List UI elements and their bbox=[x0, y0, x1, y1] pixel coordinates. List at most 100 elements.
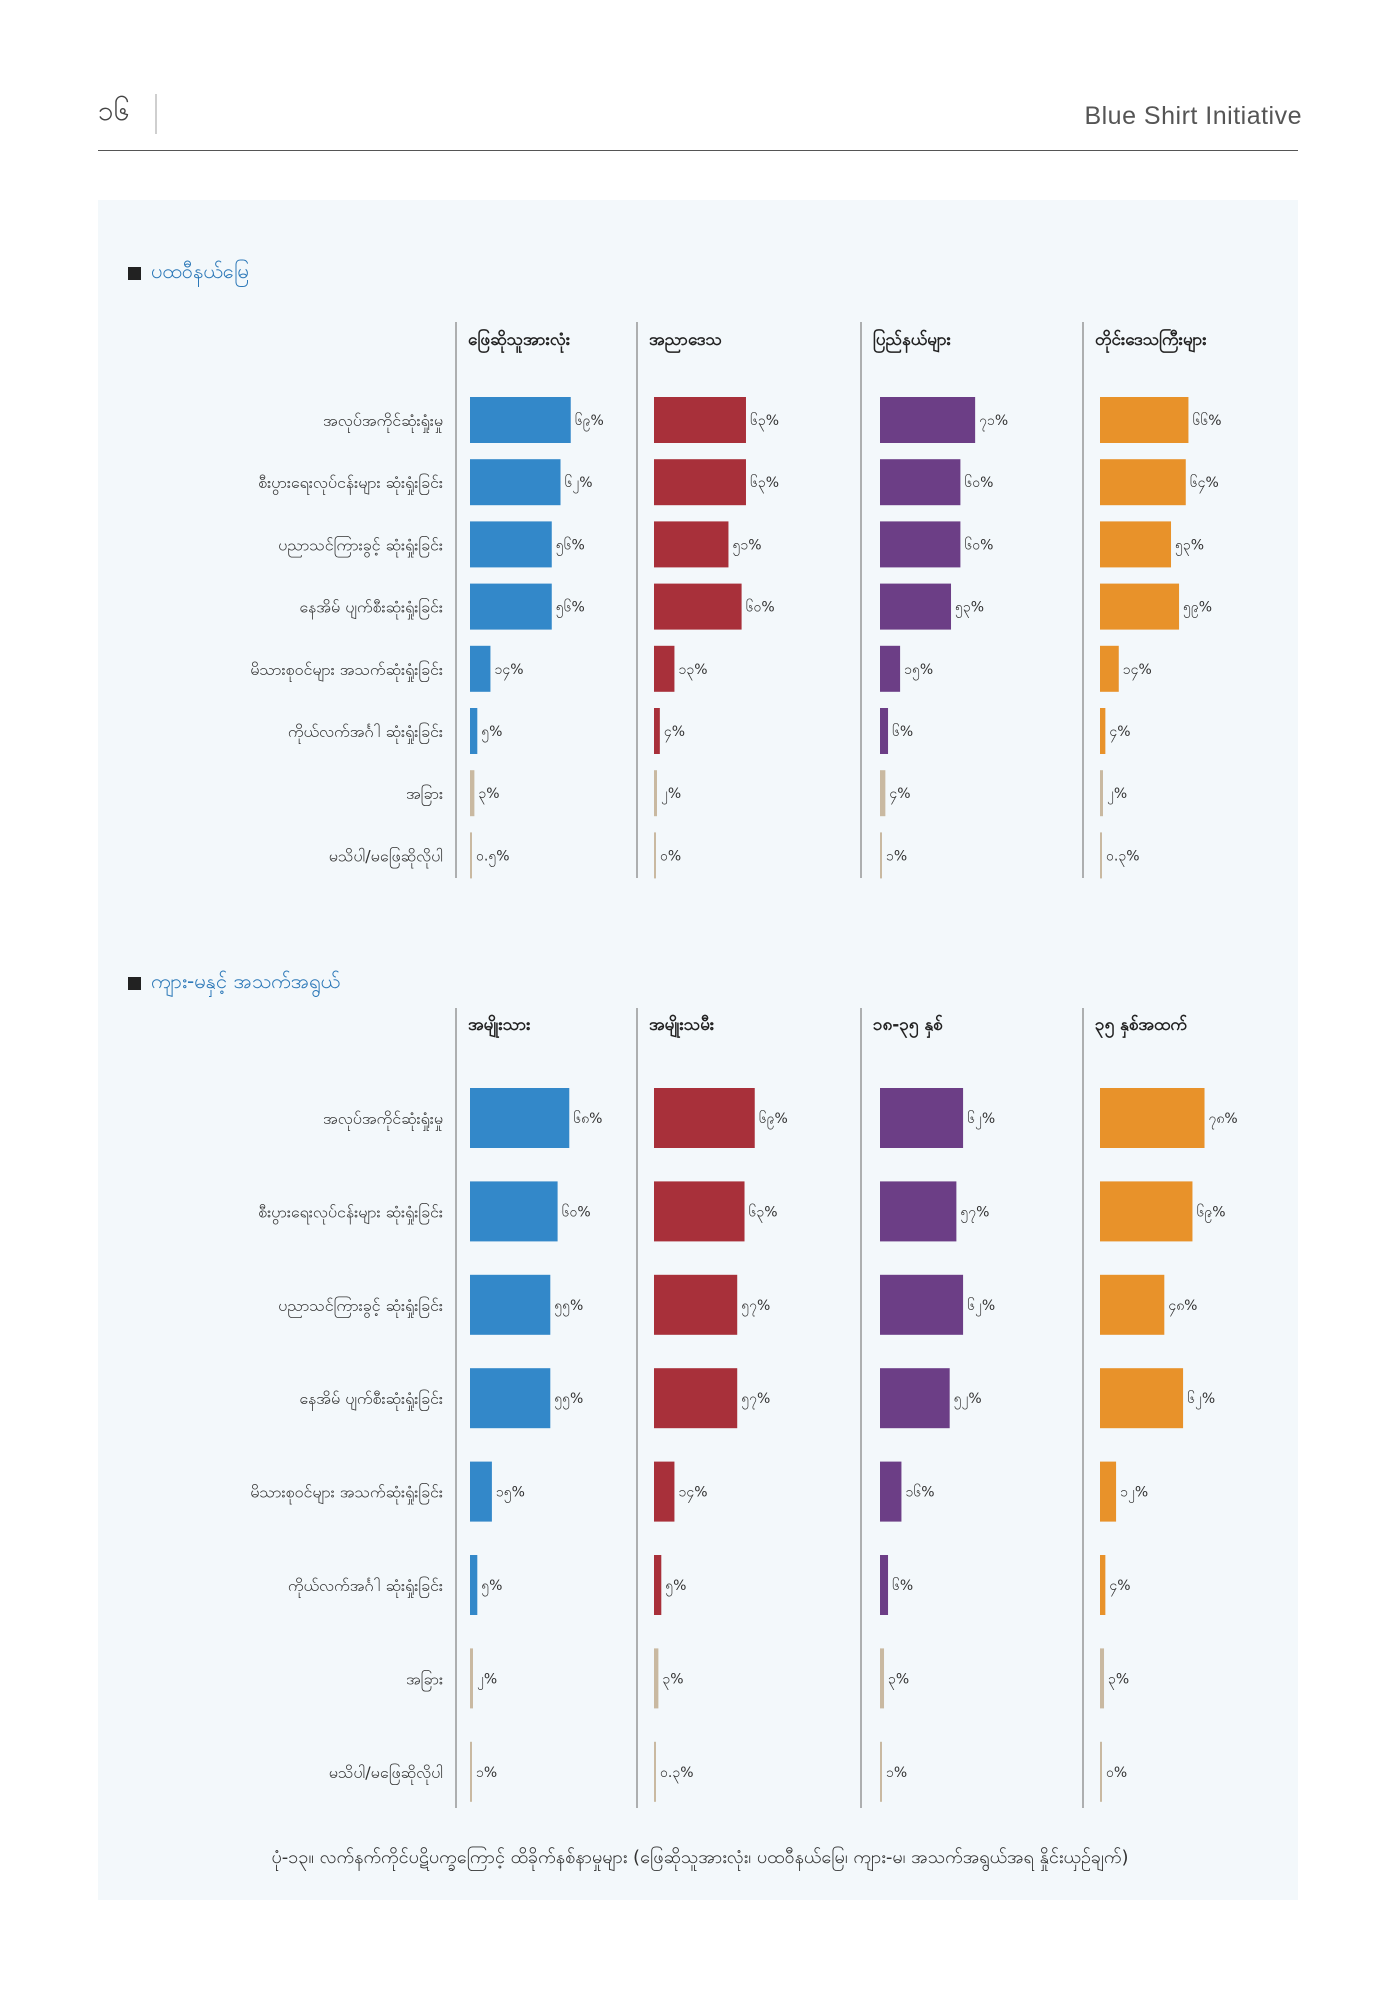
bar bbox=[654, 1648, 659, 1709]
bar bbox=[880, 459, 961, 506]
bar bbox=[654, 1088, 755, 1148]
data-label: ၀% bbox=[660, 848, 681, 864]
category-label: နေအိမ် ပျက်စီးဆုံးရှုံးခြင်း bbox=[299, 1389, 443, 1411]
data-label: ၆၉% bbox=[575, 413, 604, 431]
data-label: ၆% bbox=[892, 1578, 913, 1594]
data-label: ၃% bbox=[1108, 1671, 1129, 1689]
bar bbox=[654, 1461, 675, 1522]
data-label: ၆၂% bbox=[967, 1111, 995, 1129]
data-label: ၂% bbox=[477, 1671, 497, 1689]
series-header: ၁၈-၃၅ နှစ် bbox=[873, 1014, 943, 1039]
data-label: ၁၄% bbox=[494, 662, 523, 680]
bar bbox=[1100, 459, 1186, 506]
category-label: ကိုယ်လက်အင်္ဂါ ဆုံးရှုံးခြင်း bbox=[288, 722, 443, 744]
bar bbox=[470, 1648, 473, 1709]
data-label: ၁% bbox=[886, 1765, 907, 1781]
series-header: ပြည်နယ်များ bbox=[873, 327, 952, 354]
data-label: ၆၀% bbox=[746, 600, 775, 616]
data-label: ၅၁% bbox=[732, 537, 761, 555]
bar bbox=[1100, 708, 1106, 754]
data-label: ၅၃% bbox=[1175, 537, 1204, 555]
category-label: အခြား bbox=[406, 784, 443, 806]
data-label: ၁၆% bbox=[905, 1485, 934, 1501]
bar bbox=[1100, 1088, 1205, 1148]
bar bbox=[1100, 583, 1180, 630]
bar bbox=[470, 521, 552, 568]
section-heading-geography: ပထဝီနယ်မြေ bbox=[128, 258, 249, 288]
bar bbox=[880, 1461, 902, 1522]
bar bbox=[470, 397, 571, 443]
bar bbox=[470, 770, 475, 817]
bar bbox=[470, 645, 491, 692]
page-number-divider bbox=[155, 94, 157, 134]
bar bbox=[654, 583, 742, 630]
data-label: ၆၉% bbox=[1196, 1204, 1225, 1222]
bar bbox=[1100, 1648, 1105, 1709]
header-rule bbox=[98, 150, 1298, 151]
bar bbox=[1100, 1461, 1117, 1522]
bar bbox=[880, 521, 961, 568]
data-label: ၅% bbox=[481, 1578, 502, 1596]
data-label: ၅၇% bbox=[960, 1204, 989, 1222]
data-label: ၅၂% bbox=[954, 1391, 982, 1409]
data-label: ၂% bbox=[1107, 786, 1127, 804]
bar bbox=[654, 1181, 745, 1242]
data-label: ၀.၅% bbox=[476, 848, 510, 866]
bar bbox=[654, 1555, 662, 1615]
data-label: ၄၈% bbox=[1168, 1298, 1197, 1316]
bar bbox=[1100, 521, 1172, 568]
bar bbox=[880, 1648, 885, 1709]
series-header: အညာဒေသ bbox=[649, 330, 722, 354]
bar bbox=[880, 1368, 950, 1429]
data-label: ၆၈% bbox=[573, 1111, 602, 1127]
bar bbox=[654, 397, 746, 443]
bar bbox=[1100, 770, 1103, 817]
data-label: ၄% bbox=[1109, 1578, 1130, 1596]
bar bbox=[654, 832, 656, 879]
data-label: ၆၆% bbox=[1192, 413, 1221, 429]
section-heading-label: ကျား-မနှင့် အသက်အရွယ် bbox=[151, 969, 340, 993]
data-label: ၄% bbox=[889, 786, 910, 804]
data-label: ၅၇% bbox=[741, 1298, 770, 1316]
series-header: အမျိုးသမီး bbox=[649, 1014, 715, 1039]
page-number: ၁၆ bbox=[98, 94, 130, 127]
bar bbox=[880, 708, 889, 754]
bar bbox=[470, 1274, 551, 1335]
category-label: နေအိမ် ပျက်စီးဆုံးရှုံးခြင်း bbox=[299, 598, 443, 620]
category-label: ပညာသင်ကြားခွင့် ဆုံးရှုံးခြင်း bbox=[278, 1296, 443, 1318]
category-label: အလုပ်အကိုင်ဆုံးရှုံးမှု bbox=[323, 1109, 443, 1131]
bar bbox=[880, 1274, 964, 1335]
data-label: ၆% bbox=[892, 724, 913, 740]
bar bbox=[654, 459, 746, 506]
data-label: ၁% bbox=[886, 848, 907, 864]
data-label: ၀.၃% bbox=[1106, 848, 1140, 866]
data-label: ၆၀% bbox=[964, 537, 993, 553]
bar bbox=[1100, 1181, 1193, 1242]
category-label: ကိုယ်လက်အင်္ဂါ ဆုံးရှုံးခြင်း bbox=[288, 1576, 443, 1598]
section-heading-gender-age: ကျား-မနှင့် အသက်အရွယ် bbox=[128, 968, 340, 998]
data-label: ၅% bbox=[665, 1578, 686, 1596]
bar bbox=[470, 1555, 478, 1615]
bar bbox=[1100, 397, 1189, 443]
bar bbox=[470, 708, 478, 754]
figure-caption: ပုံ-၁၃။ လက်နက်ကိုင်ပဋိပက္ခကြောင့် ထိခိုက… bbox=[271, 1847, 1129, 1868]
bar bbox=[1100, 1741, 1102, 1802]
category-label: မသိပါ/မဖြေဆိုလိုပါ bbox=[329, 1763, 443, 1785]
data-label: ၅၅% bbox=[554, 1298, 583, 1316]
bar bbox=[654, 1368, 738, 1429]
square-bullet-icon bbox=[128, 976, 141, 990]
data-label: ၄% bbox=[1109, 724, 1130, 742]
bar bbox=[470, 1088, 570, 1148]
data-label: ၆၄% bbox=[1190, 475, 1219, 493]
bar bbox=[880, 1181, 957, 1242]
bar bbox=[654, 521, 729, 568]
bar bbox=[880, 397, 976, 443]
data-label: ၆၃% bbox=[749, 1204, 778, 1222]
data-label: ၅၅% bbox=[554, 1391, 583, 1409]
data-label: ၁၄% bbox=[1123, 662, 1152, 680]
data-label: ၁၅% bbox=[496, 1485, 525, 1503]
category-label: အခြား bbox=[406, 1669, 443, 1691]
data-label: ၆၃% bbox=[750, 475, 779, 493]
bar bbox=[470, 1741, 472, 1802]
